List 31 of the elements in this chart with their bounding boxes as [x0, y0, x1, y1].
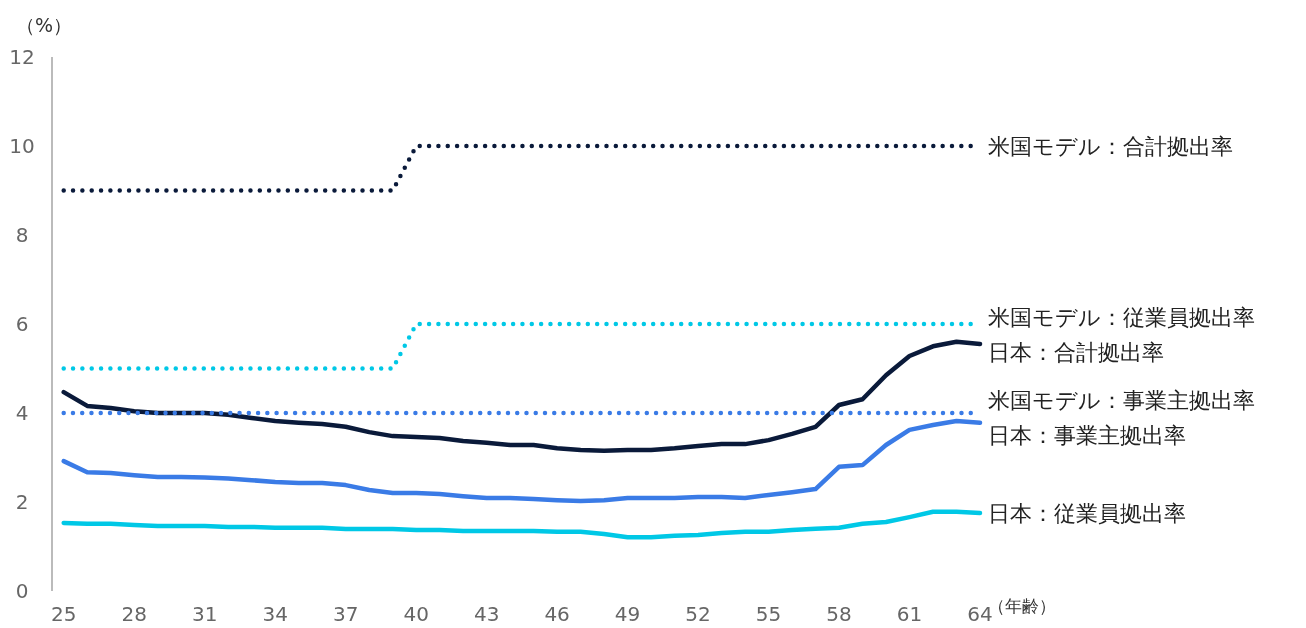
x-tick-label: 49	[614, 602, 641, 626]
line-series	[61, 339, 983, 454]
series-label: 米国モデル：事業主拠出率	[988, 388, 1255, 414]
x-tick-label: 31	[191, 602, 218, 626]
x-tick-label: 46	[544, 602, 570, 626]
y-axis-title: （%）	[16, 14, 73, 36]
x-tick-label: 64	[967, 602, 993, 626]
line-series	[61, 418, 983, 504]
y-tick-label: 0	[15, 579, 29, 603]
series-label: 日本：合計拠出率	[988, 339, 1164, 365]
x-tick-label: 40	[403, 602, 429, 626]
line-series	[61, 509, 983, 540]
y-tick-label: 4	[15, 401, 29, 425]
y-tick-label: 10	[9, 134, 35, 158]
x-tick-label: 58	[826, 602, 852, 626]
y-tick-label: 8	[15, 223, 29, 247]
y-tick-label: 12	[9, 45, 35, 69]
x-tick-label: 37	[332, 602, 359, 626]
x-tick-label: 61	[896, 602, 923, 626]
x-tick-label: 52	[685, 602, 711, 626]
series-label: 米国モデル：従業員拠出率	[988, 304, 1255, 330]
series-label: 日本：従業員拠出率	[988, 501, 1186, 527]
x-tick-label: 28	[121, 602, 147, 626]
x-tick-label: 43	[473, 602, 500, 626]
y-tick-label: 6	[15, 312, 29, 336]
series-label: 日本：事業主拠出率	[988, 423, 1186, 449]
series-label: 米国モデル：合計拠出率	[988, 134, 1233, 159]
x-tick-label: 34	[262, 602, 288, 626]
x-tick-label: 55	[755, 602, 782, 626]
x-tick-label: 25	[51, 602, 77, 626]
y-tick-label: 2	[15, 490, 29, 514]
